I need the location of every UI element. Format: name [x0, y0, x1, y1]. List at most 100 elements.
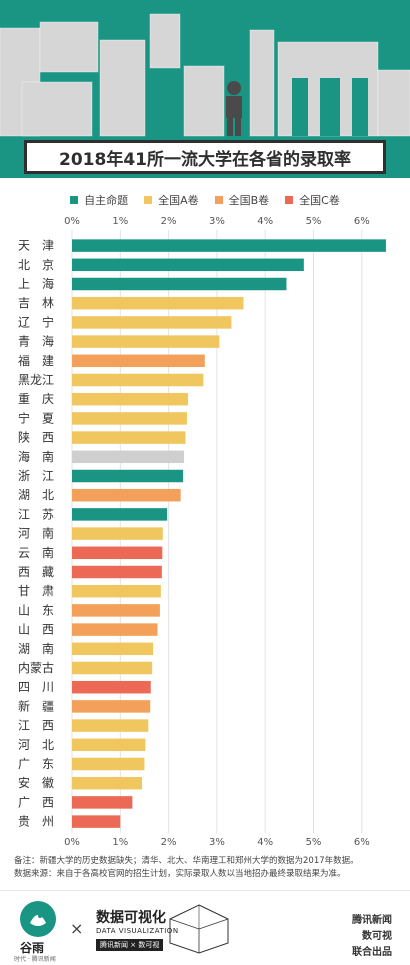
bar	[72, 623, 158, 636]
x-tick-label-bottom: 6%	[354, 837, 370, 848]
credit-joint: 联合出品	[352, 947, 392, 958]
polyhedron-icon	[169, 904, 229, 954]
bar	[72, 431, 186, 444]
x-tick-label-bottom: 5%	[306, 837, 322, 848]
bar	[72, 354, 205, 368]
campus-buildings	[0, 13, 410, 137]
bar	[72, 335, 220, 348]
notes: 备注：新疆大学的历史数据缺失；清华、北大、华南理工和郑州大学的数据为2017年数…	[14, 855, 404, 881]
note-source: 数据来源：来自于各高校官网的招生计划，实际录取人数以当地招办最终录取结果为准。	[14, 869, 346, 879]
bar	[72, 757, 145, 771]
category-label: 河 南	[18, 526, 54, 541]
category-label: 山 东	[18, 603, 54, 617]
bar	[72, 316, 232, 329]
bar	[72, 546, 163, 560]
bar	[72, 527, 163, 540]
times-symbol: ×	[70, 919, 84, 938]
bar	[72, 604, 160, 617]
category-label: 上 海	[18, 276, 54, 291]
legend-item-a: 全国A卷	[144, 190, 199, 210]
category-label: 湖 北	[18, 487, 54, 502]
category-label: 西 藏	[18, 565, 54, 579]
footer: 谷雨 时代 · 腾讯新闻 × 数据可视化 DATA VISUALIZATION …	[0, 890, 410, 965]
category-label: 江 西	[18, 719, 54, 733]
category-label: 山 西	[18, 623, 54, 637]
x-tick-label-top: 0%	[64, 216, 80, 227]
category-label: 贵 州	[18, 815, 54, 829]
guyu-logo-icon	[20, 901, 56, 937]
category-label: 四 川	[18, 680, 54, 694]
note-remark: 备注：新疆大学的历史数据缺失；清华、北大、华南理工和郑州大学的数据为2017年数…	[14, 856, 359, 866]
category-label: 黑龙江	[18, 373, 54, 387]
legend-label: 全国B卷	[228, 194, 270, 207]
category-label: 湖 南	[18, 641, 54, 656]
category-label: 宁 夏	[18, 410, 54, 425]
category-label: 海 南	[18, 449, 54, 464]
bar	[72, 796, 133, 809]
category-label: 安 徽	[18, 775, 54, 790]
bar	[72, 277, 287, 291]
header-illustration	[0, 0, 410, 178]
category-label: 吉 林	[18, 296, 54, 310]
chart-title: 2018年41所一流大学在各省的录取率	[24, 140, 386, 174]
legend-swatch	[285, 196, 294, 204]
legend-swatch	[144, 196, 153, 204]
category-label: 辽 宁	[18, 314, 54, 329]
category-label: 浙 江	[18, 469, 54, 483]
category-label: 陕 西	[18, 430, 54, 445]
legend-label: 全国C卷	[299, 194, 340, 207]
legend-label: 全国A卷	[158, 194, 199, 207]
category-label: 天 津	[18, 239, 54, 253]
category-label: 福 建	[18, 353, 54, 368]
legend-swatch	[214, 196, 223, 204]
bar	[72, 412, 187, 425]
category-label: 云 南	[18, 545, 54, 560]
category-label: 广 西	[18, 795, 54, 809]
gate-arches	[292, 78, 368, 136]
x-tick-label-bottom: 1%	[112, 837, 128, 848]
bar	[72, 450, 185, 464]
bar	[72, 258, 304, 272]
category-label: 重 庆	[18, 392, 54, 406]
bar	[72, 488, 181, 502]
bar	[72, 469, 184, 483]
guyu-logo-text: 谷雨	[20, 941, 45, 955]
category-label: 青 海	[18, 334, 54, 349]
bar	[72, 719, 149, 732]
x-tick-label-top: 2%	[161, 216, 177, 227]
bar	[72, 508, 168, 521]
data-vis-logo: 数据可视化 DATA VISUALIZATION 腾讯新闻 × 数可视	[96, 903, 246, 955]
bar	[72, 815, 121, 828]
student-figure	[226, 81, 242, 136]
legend-item-b: 全国B卷	[214, 190, 270, 210]
legend-label: 自主命题	[84, 194, 129, 207]
legend-swatch	[70, 196, 79, 204]
brand-en: DATA VISUALIZATION	[96, 927, 179, 935]
guyu-logo-subtext: 时代 · 腾讯新闻	[14, 956, 56, 963]
category-label: 内蒙古	[18, 660, 54, 675]
category-label: 江 苏	[18, 507, 54, 521]
bar	[72, 565, 162, 579]
bar	[72, 700, 151, 713]
bar	[72, 738, 146, 752]
x-tick-label-top: 6%	[354, 216, 370, 227]
brand-sub: 腾讯新闻 × 数可视	[96, 939, 164, 951]
bar	[72, 776, 143, 790]
category-label: 广 东	[18, 757, 54, 771]
bar	[72, 239, 386, 252]
bar-chart: 0% 0% 1% 1% 2% 2% 3% 3% 4% 4% 5% 5% 6% 6% 天 津北 京上 海吉 林…	[18, 216, 386, 848]
x-tick-label-top: 4%	[257, 216, 273, 227]
category-label: 甘 肃	[18, 584, 54, 598]
category-label: 河 北	[18, 738, 54, 752]
brand-cn: 数据可视化	[96, 910, 166, 926]
credit-shukeshi: 数可视	[362, 931, 392, 942]
legend-item-zizhu: 自主命题	[70, 190, 128, 210]
legend: 自主命题 全国A卷 全国B卷 全国C卷	[0, 190, 410, 210]
x-tick-label-bottom: 3%	[209, 837, 225, 848]
x-tick-label-bottom: 4%	[257, 837, 273, 848]
category-label: 新 疆	[18, 698, 54, 713]
x-tick-label-top: 1%	[112, 216, 128, 227]
x-tick-label-top: 5%	[306, 216, 322, 227]
bar	[72, 642, 154, 656]
bar	[72, 296, 244, 310]
